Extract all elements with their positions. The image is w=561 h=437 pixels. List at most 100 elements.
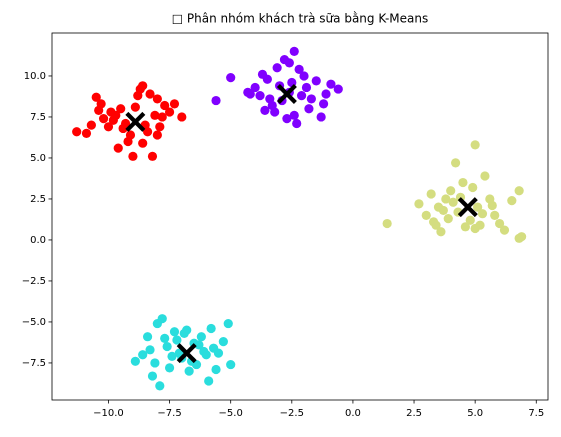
point <box>184 366 194 376</box>
point <box>465 215 475 225</box>
point <box>272 63 282 73</box>
x-tick-label: 2.5 <box>406 408 422 419</box>
point <box>194 340 204 350</box>
point <box>443 214 453 224</box>
point <box>260 105 270 116</box>
point <box>150 110 160 120</box>
point <box>301 82 312 93</box>
point <box>470 140 480 150</box>
point <box>152 130 162 140</box>
point <box>490 210 500 220</box>
point <box>487 200 497 211</box>
point <box>206 323 216 334</box>
point <box>160 333 170 343</box>
point <box>333 84 343 94</box>
point <box>160 100 170 111</box>
point <box>499 225 510 235</box>
point <box>182 325 192 335</box>
point <box>172 335 182 345</box>
point <box>103 122 114 132</box>
point <box>196 332 206 342</box>
point <box>468 182 478 193</box>
plot-frame <box>51 32 549 401</box>
point <box>296 91 307 101</box>
point <box>514 186 524 196</box>
x-tick-label: −7.5 <box>157 408 181 419</box>
point <box>282 114 292 124</box>
point <box>436 227 446 237</box>
point <box>448 197 458 207</box>
point <box>81 128 92 138</box>
point <box>318 99 329 109</box>
point <box>169 327 180 337</box>
point <box>265 94 275 104</box>
point <box>304 104 314 114</box>
point <box>245 89 255 99</box>
x-tick-label: 7.5 <box>528 408 544 419</box>
point <box>306 94 316 104</box>
point <box>460 222 470 232</box>
point <box>152 94 162 104</box>
point <box>164 107 175 117</box>
point <box>125 130 136 140</box>
point <box>326 79 336 89</box>
point <box>113 143 123 153</box>
x-tick-label: −5.0 <box>219 408 243 419</box>
centroid <box>457 197 478 218</box>
point <box>438 205 448 216</box>
point <box>255 91 265 101</box>
point <box>91 92 101 102</box>
point <box>164 363 175 373</box>
point <box>426 189 436 199</box>
x-tick-label: −2.5 <box>280 408 304 419</box>
point <box>257 69 268 79</box>
x-tick-label: −10.0 <box>93 408 124 419</box>
point <box>226 359 236 370</box>
point <box>116 104 126 114</box>
x-tick-label: 0.0 <box>345 408 361 419</box>
point <box>428 217 439 227</box>
point <box>421 210 431 220</box>
point <box>145 89 155 99</box>
point <box>270 107 280 117</box>
point <box>294 64 304 75</box>
point <box>98 114 109 124</box>
point <box>86 120 96 130</box>
point <box>223 318 233 329</box>
point <box>155 122 165 132</box>
point <box>250 82 260 93</box>
point <box>316 112 326 122</box>
point <box>169 99 180 109</box>
point <box>138 81 148 91</box>
centroid <box>125 111 146 132</box>
point <box>516 232 527 242</box>
point <box>284 58 294 68</box>
point <box>155 381 165 391</box>
point <box>414 199 424 209</box>
point <box>150 358 160 368</box>
point <box>494 218 505 229</box>
point <box>441 194 451 204</box>
point <box>507 195 517 206</box>
point <box>138 138 148 148</box>
point <box>72 127 82 137</box>
point <box>382 218 392 229</box>
y-tick-label: −7.5 <box>22 358 46 369</box>
point <box>472 202 483 212</box>
point <box>450 158 461 168</box>
point <box>458 177 468 188</box>
point <box>213 348 224 358</box>
point <box>118 123 128 134</box>
point <box>177 112 187 122</box>
y-tick-label: −5.0 <box>22 317 46 328</box>
point <box>111 110 121 120</box>
point <box>292 118 302 129</box>
point <box>142 332 153 342</box>
point <box>130 356 140 366</box>
point <box>130 102 140 112</box>
point <box>147 151 158 161</box>
point <box>226 73 236 83</box>
y-tick-label: −2.5 <box>22 276 46 287</box>
y-tick-label: 7.5 <box>30 112 46 123</box>
